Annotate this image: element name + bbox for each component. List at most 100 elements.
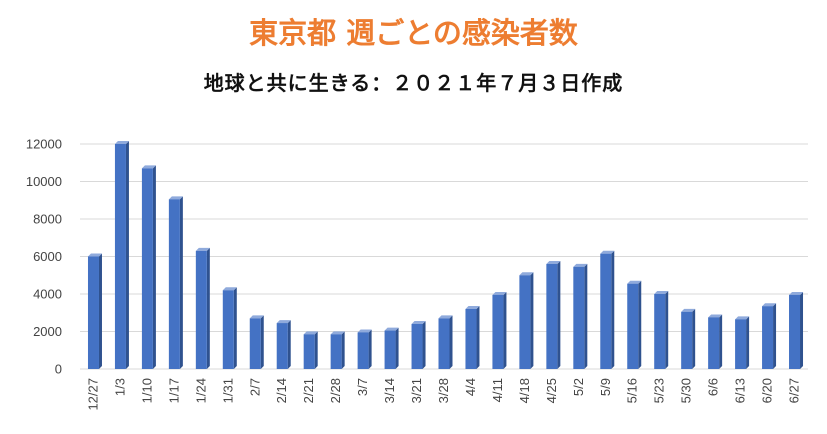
- x-tick-label: 1/10: [139, 378, 154, 403]
- bar: [222, 287, 237, 369]
- bar-side: [395, 327, 399, 369]
- bar-front: [735, 319, 747, 369]
- bar-side: [611, 250, 615, 369]
- bar-top: [438, 315, 453, 319]
- bar-top: [492, 291, 507, 295]
- y-tick-label: 4000: [33, 287, 62, 302]
- bar: [708, 314, 723, 369]
- bar-front: [465, 309, 477, 369]
- x-tick-label: 3/21: [409, 378, 424, 403]
- bar-top: [600, 250, 615, 254]
- bar-top: [762, 303, 777, 307]
- x-tick-label: 5/2: [571, 378, 586, 396]
- bar-top: [789, 291, 804, 295]
- bar-front: [789, 294, 801, 369]
- bar-side: [584, 263, 588, 369]
- bar: [303, 331, 318, 369]
- x-tick-label: 1/24: [193, 378, 208, 403]
- bar-top: [384, 327, 399, 331]
- bar-front: [141, 168, 153, 369]
- bar: [411, 321, 426, 369]
- bar-side: [152, 165, 156, 369]
- bar-top: [114, 141, 129, 144]
- bar: [627, 280, 642, 369]
- bar-top: [627, 280, 642, 284]
- bar: [519, 272, 534, 369]
- bar-side: [719, 314, 723, 369]
- bar-front: [681, 311, 693, 369]
- x-tick-label: 2/21: [301, 378, 316, 403]
- bar-front: [195, 250, 207, 369]
- bar-side: [206, 247, 210, 369]
- x-tick-label: 6/20: [760, 378, 775, 403]
- bar-side: [287, 320, 291, 369]
- x-tick-label: 5/30: [679, 378, 694, 403]
- bar-side: [341, 331, 345, 369]
- bar-side: [773, 303, 777, 369]
- x-tick-label: 5/16: [625, 378, 640, 403]
- bar-top: [708, 314, 723, 318]
- bar-front: [654, 294, 666, 369]
- chart-subtitle: 地球と共に生きる：２０２１年７月３日作成: [203, 71, 624, 95]
- bar: [276, 320, 291, 369]
- bar-front: [762, 306, 774, 369]
- bar: [735, 316, 750, 369]
- bar-top: [87, 253, 102, 257]
- bar-side: [422, 321, 426, 369]
- x-tick-label: 4/4: [463, 378, 478, 396]
- bar-top: [546, 261, 561, 264]
- bar-front: [492, 294, 504, 369]
- bar-side: [665, 291, 669, 369]
- x-tick-label: 1/3: [112, 378, 127, 396]
- bar: [762, 303, 777, 369]
- y-tick-label: 0: [55, 362, 62, 377]
- bar: [465, 306, 480, 369]
- bar-side: [233, 287, 237, 369]
- bar: [168, 196, 183, 369]
- x-axis-ticks: 12/27 1/3 1/10 1/17 1/24 1/31 2/7 2/14 2/21 2/28 3…: [85, 378, 801, 411]
- bar-front: [330, 334, 342, 369]
- bar-top: [195, 247, 210, 251]
- x-tick-label: 3/28: [436, 378, 451, 403]
- y-tick-label: 2000: [33, 324, 62, 339]
- bar-top: [222, 287, 237, 291]
- bar-side: [368, 329, 372, 369]
- y-tick-label: 10000: [26, 174, 62, 189]
- bar: [789, 291, 804, 369]
- bar-side: [557, 261, 561, 369]
- bar-top: [303, 331, 318, 335]
- bar-top: [573, 263, 588, 267]
- bar: [249, 315, 264, 369]
- bar: [438, 315, 453, 369]
- bar: [195, 247, 210, 369]
- bar: [654, 291, 669, 369]
- x-tick-label: 12/27: [85, 378, 100, 411]
- bar: [384, 327, 399, 369]
- bar-side: [800, 291, 804, 369]
- bar-side: [125, 141, 129, 369]
- x-tick-label: 6/6: [706, 378, 721, 396]
- bar: [114, 141, 129, 369]
- bar-side: [98, 253, 102, 369]
- x-tick-label: 3/7: [355, 378, 370, 396]
- bar-front: [627, 283, 639, 369]
- bar: [141, 165, 156, 369]
- bar-front: [357, 332, 369, 369]
- bar-front: [303, 334, 315, 369]
- bar-side: [449, 315, 453, 369]
- bar: [573, 263, 588, 369]
- x-tick-label: 6/27: [787, 378, 802, 403]
- bar-top: [330, 331, 345, 335]
- bar: [492, 291, 507, 369]
- bars: [87, 141, 804, 369]
- y-tick-label: 8000: [33, 212, 62, 227]
- bar-top: [168, 196, 183, 200]
- bar-side: [179, 196, 183, 369]
- bar-front: [708, 317, 720, 369]
- bar-top: [411, 321, 426, 324]
- bar: [357, 329, 372, 369]
- x-tick-label: 4/25: [544, 378, 559, 403]
- bar: [600, 250, 615, 369]
- bar-side: [530, 272, 534, 369]
